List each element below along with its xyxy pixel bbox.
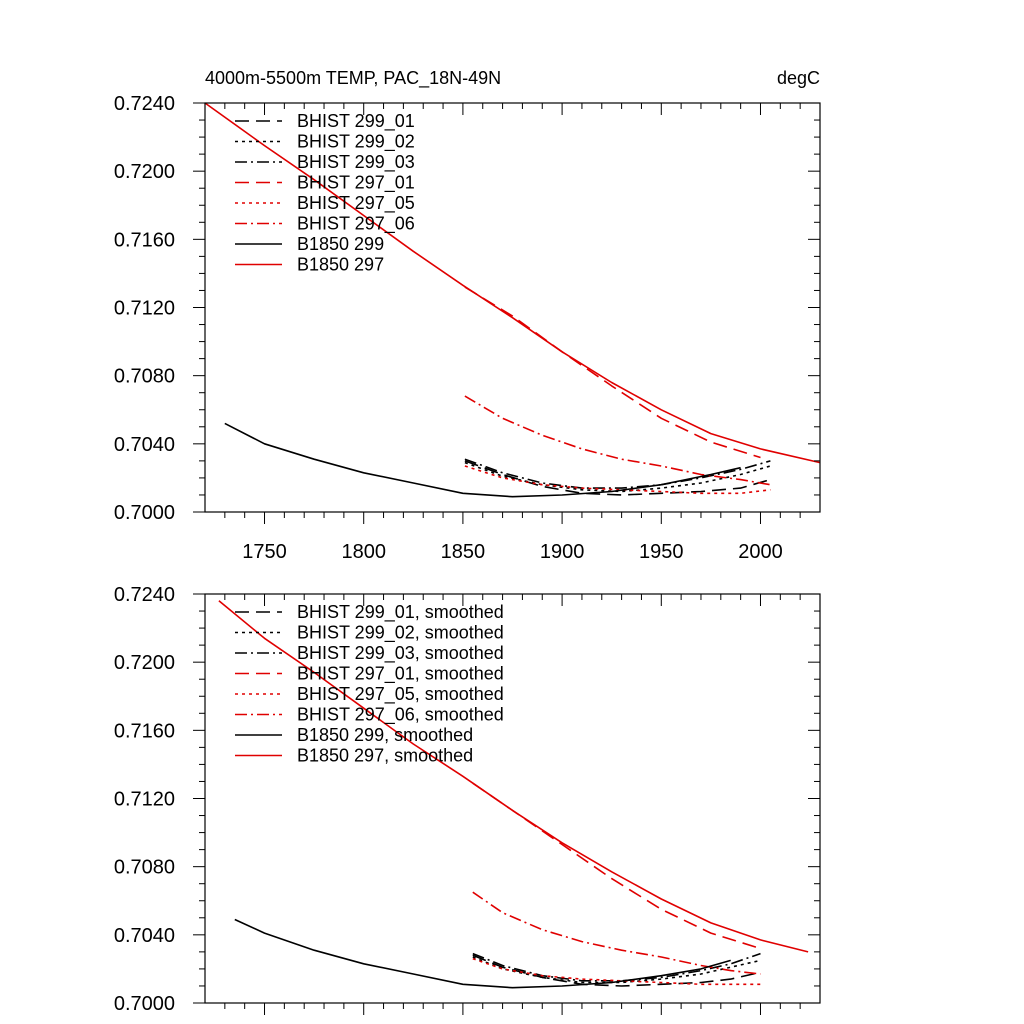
top-y-tick-label: 0.7120 <box>114 298 175 320</box>
top-y-tick-label: 0.7080 <box>114 366 175 388</box>
top-legend-label-4: BHIST 297_05 <box>297 193 415 214</box>
panel-top: 4000m-5500m TEMP, PAC_18N-49N degC 0.700… <box>114 68 821 563</box>
top-legend-label-0: BHIST 299_01 <box>297 111 415 132</box>
top-series-line-2 <box>464 458 771 489</box>
bottom-legend-label-4: BHIST 297_05, smoothed <box>297 684 504 705</box>
top-y-tick-label: 0.7200 <box>114 161 175 183</box>
top-series-line-1 <box>464 461 771 493</box>
top-y-tick-label: 0.7160 <box>114 229 175 251</box>
top-y-tick-label: 0.7240 <box>114 93 175 115</box>
chart-title: 4000m-5500m TEMP, PAC_18N-49N <box>205 68 501 89</box>
bottom-y-tick-label: 0.7080 <box>114 857 175 879</box>
top-x-tick-label: 1850 <box>441 541 486 563</box>
bottom-legend-label-5: BHIST 297_06, smoothed <box>297 705 504 726</box>
bottom-series-line-5 <box>472 891 761 975</box>
top-x-tick-label: 1750 <box>242 541 287 563</box>
top-x-tick-label: 2000 <box>738 541 783 563</box>
top-y-tick-label: 0.7000 <box>114 502 175 524</box>
bottom-legend-label-1: BHIST 299_02, smoothed <box>297 623 504 644</box>
bottom-y-tick-label: 0.7200 <box>114 652 175 674</box>
bottom-series-line-4 <box>472 957 761 986</box>
top-legend-label-7: B1850 297 <box>297 255 384 275</box>
bottom-y-tick-label: 0.7000 <box>114 993 175 1015</box>
bottom-legend-label-3: BHIST 297_01, smoothed <box>297 664 504 685</box>
units-label: degC <box>777 68 820 88</box>
bottom-y-tick-label: 0.7160 <box>114 720 175 742</box>
bottom-legend-label-2: BHIST 299_03, smoothed <box>297 643 504 664</box>
top-y-tick-label: 0.7040 <box>114 434 175 456</box>
top-legend-label-5: BHIST 297_06 <box>297 214 415 235</box>
bottom-series-line-3 <box>472 782 761 950</box>
bottom-y-tick-label: 0.7040 <box>114 925 175 947</box>
top-series-line-7 <box>204 102 821 464</box>
bottom-series-line-2 <box>472 952 761 982</box>
top-series-line-6 <box>224 422 741 498</box>
bottom-series-line-1 <box>472 956 761 984</box>
bottom-legend-label-6: B1850 299, smoothed <box>297 725 473 745</box>
top-legend-label-6: B1850 299 <box>297 234 384 254</box>
top-x-tick-label: 1950 <box>639 541 684 563</box>
bottom-series-line-7 <box>218 600 809 953</box>
top-legend-label-2: BHIST 299_03 <box>297 152 415 173</box>
top-series-line-3 <box>464 286 761 459</box>
bottom-y-tick-label: 0.7240 <box>114 584 175 606</box>
bottom-legend-label-7: B1850 297, smoothed <box>297 746 473 766</box>
top-series-line-0 <box>464 460 771 496</box>
top-legend-label-3: BHIST 297_01 <box>297 173 415 194</box>
top-x-tick-label: 1800 <box>341 541 386 563</box>
bottom-series-line-6 <box>234 918 731 989</box>
bottom-legend-label-0: BHIST 299_01, smoothed <box>297 602 504 623</box>
bottom-y-tick-label: 0.7120 <box>114 789 175 811</box>
top-x-tick-label: 1900 <box>540 541 585 563</box>
top-legend-label-1: BHIST 299_02 <box>297 132 415 153</box>
panel-bottom: 0.7000 0.7040 0.7080 0.7120 0.7160 0.7200 0.72… <box>114 584 821 1015</box>
